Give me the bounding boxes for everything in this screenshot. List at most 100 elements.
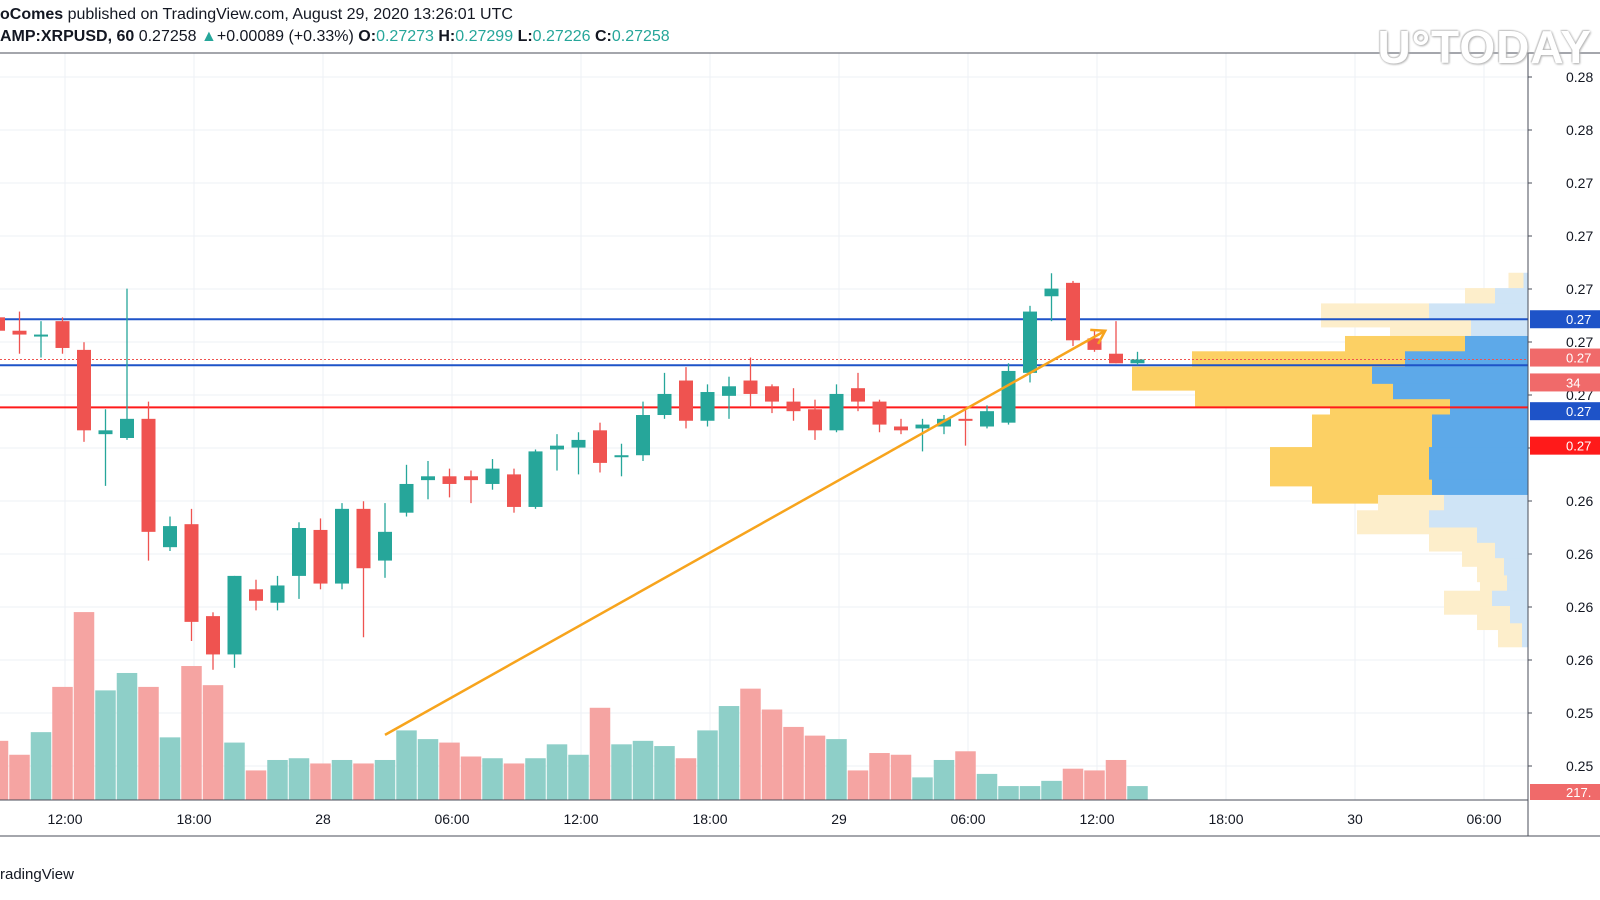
price-tags: 0.27 0.27 34 0.27 0.27 217. bbox=[1530, 310, 1600, 800]
horizontal-levels[interactable] bbox=[0, 318, 1528, 409]
candle-body bbox=[249, 589, 263, 601]
price-tag-box bbox=[1530, 373, 1600, 392]
x-tick-label: 28 bbox=[315, 811, 331, 827]
candle-body bbox=[378, 531, 392, 561]
volume-bar bbox=[611, 744, 632, 800]
volume-bar bbox=[697, 730, 718, 800]
candle-body bbox=[786, 401, 801, 412]
volume-bar bbox=[460, 756, 482, 800]
volume-profile-sell-bar bbox=[1522, 623, 1528, 648]
y-tick-label: 0.26 bbox=[1566, 493, 1593, 509]
volume-bar bbox=[783, 726, 804, 800]
candle-body bbox=[399, 483, 414, 513]
utoday-watermark: U°TODAY bbox=[1377, 21, 1592, 73]
volume-bar bbox=[116, 672, 138, 800]
candle-body bbox=[442, 476, 457, 484]
y-axis-ticks: 0.280.280.270.270.270.270.270.260.260.26… bbox=[1528, 69, 1593, 774]
candle-body bbox=[141, 418, 156, 532]
candle-body bbox=[163, 526, 177, 548]
volume-bar bbox=[632, 740, 654, 800]
y-tick-label: 0.27 bbox=[1566, 228, 1593, 244]
volume-bar bbox=[353, 763, 374, 800]
volume-bar bbox=[331, 759, 353, 800]
volume-bar bbox=[1019, 786, 1041, 800]
volume-bar bbox=[396, 730, 417, 800]
volume-bar bbox=[804, 735, 826, 800]
high-label: H: bbox=[438, 28, 456, 45]
price-tag-label: 0.27 bbox=[1566, 404, 1591, 419]
candle-body bbox=[1109, 353, 1123, 364]
y-tick-label: 0.27 bbox=[1566, 281, 1593, 297]
volume-bar bbox=[740, 688, 761, 800]
candle-body bbox=[528, 451, 543, 507]
price-tag-box bbox=[1530, 436, 1600, 455]
symbol-info: AMP:XRPUSD, 60 0.27258 ▲+0.00089 (+0.33%… bbox=[0, 28, 670, 46]
candle-body bbox=[872, 401, 887, 425]
candle-body bbox=[292, 528, 306, 576]
volume-tag-box bbox=[1530, 784, 1600, 800]
y-tick-label: 0.27 bbox=[1566, 175, 1593, 191]
y-tick-label: 0.28 bbox=[1566, 69, 1593, 85]
candle-body bbox=[335, 508, 349, 584]
x-tick-label: 06:00 bbox=[1466, 811, 1501, 827]
volume-bar bbox=[503, 763, 525, 800]
candle-body bbox=[1130, 359, 1145, 364]
volume-bar bbox=[654, 746, 675, 800]
candle-body bbox=[120, 418, 134, 438]
volume-bar bbox=[1041, 780, 1062, 800]
low-value: 0.27226 bbox=[532, 28, 591, 45]
trendline-arrowhead bbox=[1090, 328, 1108, 345]
y-tick-label: 0.27 bbox=[1566, 334, 1593, 350]
volume-bar bbox=[0, 740, 9, 800]
candle-body bbox=[1023, 311, 1037, 373]
last-price: 0.27258 bbox=[138, 28, 197, 45]
x-tick-label: 18:00 bbox=[1208, 811, 1243, 827]
price-tag-label: 0.27 bbox=[1566, 312, 1591, 327]
volume-bar bbox=[1084, 770, 1105, 800]
candle-body bbox=[894, 426, 908, 431]
price-tag-label: 34 bbox=[1566, 375, 1580, 390]
volume-bar bbox=[439, 742, 460, 800]
volume-bar bbox=[589, 707, 611, 800]
candle-body bbox=[550, 445, 564, 450]
candle-body bbox=[636, 415, 650, 456]
trendline[interactable] bbox=[384, 328, 1108, 736]
volume-bar bbox=[1127, 786, 1148, 800]
x-tick-label: 30 bbox=[1347, 811, 1363, 827]
close-value: 0.27258 bbox=[611, 28, 670, 45]
candle-body bbox=[722, 386, 736, 396]
volume-bar bbox=[52, 686, 73, 800]
grid-lines bbox=[0, 53, 1528, 800]
volume-bar bbox=[202, 685, 224, 800]
candle-body bbox=[614, 455, 629, 458]
volume-bar bbox=[30, 732, 52, 800]
volume-bar bbox=[933, 759, 955, 800]
candle-body bbox=[227, 575, 242, 655]
open-value: 0.27273 bbox=[376, 28, 434, 45]
symbol-label[interactable]: AMP:XRPUSD, 60 bbox=[0, 28, 135, 45]
volume-bar bbox=[955, 751, 976, 800]
volume-profile-buy-bar bbox=[1357, 510, 1429, 535]
volume-bar bbox=[267, 759, 288, 800]
price-tag-box bbox=[1530, 310, 1600, 329]
candle-body bbox=[743, 380, 758, 394]
volume-bar bbox=[568, 754, 589, 800]
candle-body bbox=[12, 330, 27, 335]
x-tick-label: 18:00 bbox=[692, 811, 727, 827]
tradingview-logo[interactable]: radingView bbox=[0, 866, 74, 883]
x-tick-label: 12:00 bbox=[1079, 811, 1114, 827]
x-tick-label: 12:00 bbox=[563, 811, 598, 827]
volume-bar bbox=[9, 754, 30, 800]
price-tag-label: 0.27 bbox=[1566, 439, 1591, 454]
change-arrow-icon: ▲ bbox=[201, 28, 217, 45]
open-label: O: bbox=[358, 28, 377, 45]
volume-profile-buy-bar bbox=[1498, 623, 1522, 648]
candle-body bbox=[571, 439, 586, 448]
candle-body bbox=[1001, 370, 1016, 423]
volume-bar bbox=[288, 758, 310, 800]
candle-body bbox=[700, 392, 715, 421]
candle-body bbox=[851, 388, 865, 402]
candle-body bbox=[184, 524, 199, 622]
volume-tag-label: 217. bbox=[1566, 785, 1591, 800]
